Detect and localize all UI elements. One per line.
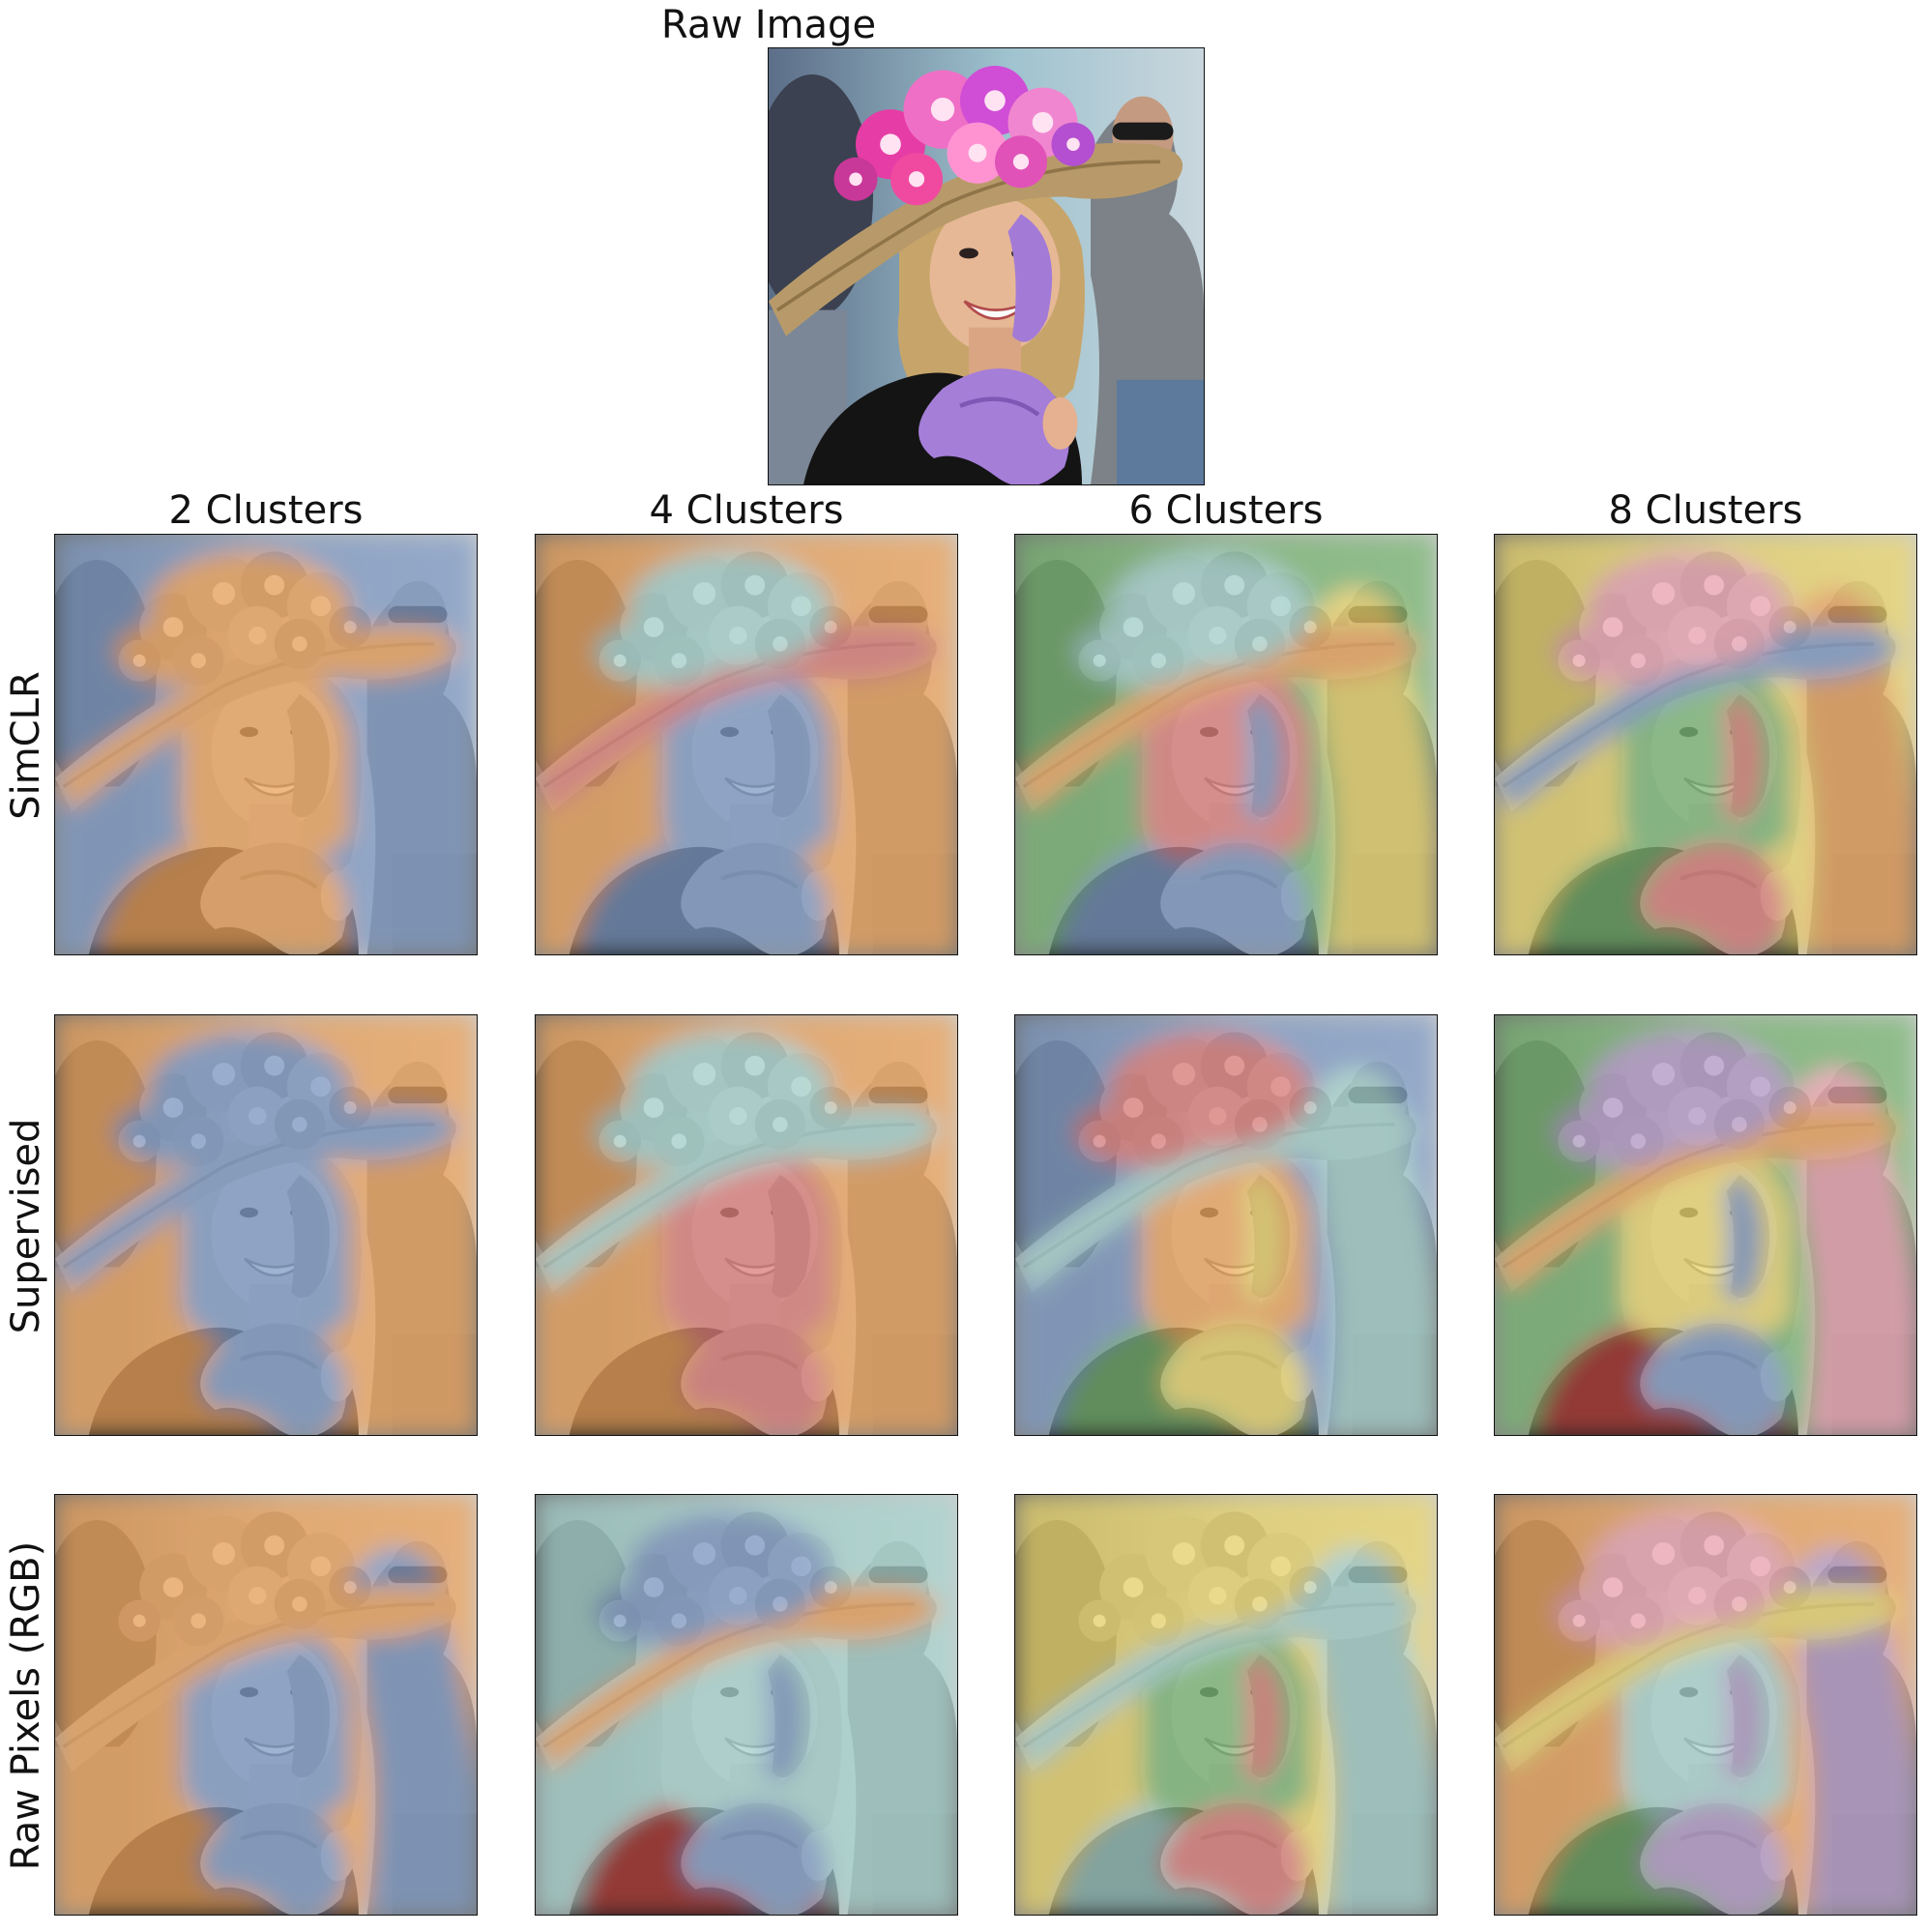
- cluster-region-flowers: [1074, 1578, 1210, 1647]
- row-label-supervised: Supervised: [4, 1118, 48, 1334]
- segmentation-panel-supervised-2-clusters: [54, 1014, 478, 1436]
- segmentation-panel-supervised-8-clusters: [1494, 1014, 1917, 1436]
- segmentation-overlay: [55, 535, 477, 954]
- cluster-region-bow: [1722, 1174, 1763, 1303]
- cluster-region-bow: [763, 1174, 803, 1303]
- cluster-region-hat: [536, 626, 937, 812]
- cluster-region-bow: [681, 1323, 828, 1435]
- cluster-region-flowers: [114, 618, 249, 687]
- raw-image-panel: [768, 47, 1205, 485]
- cluster-region-bow: [200, 1323, 347, 1435]
- cluster-region-hat: [1015, 1106, 1416, 1293]
- segmentation-panel-simclr-4-clusters: [535, 534, 958, 955]
- cluster-region-flowers: [595, 1098, 730, 1167]
- cluster-region-flowers: [1074, 1098, 1210, 1167]
- segmentation-overlay: [536, 535, 957, 954]
- cluster-region-flowers: [114, 1098, 249, 1167]
- cluster-region-hat: [1495, 1106, 1896, 1293]
- cluster-region-bow: [681, 842, 828, 954]
- segmentation-overlay: [1495, 1015, 1916, 1435]
- segmentation-panel-supervised-4-clusters: [535, 1014, 958, 1436]
- row-label-raw-pixels: Raw Pixels (RGB): [4, 1540, 48, 1871]
- cluster-region-flowers: [1074, 618, 1210, 687]
- segmentation-overlay: [55, 1015, 477, 1435]
- cluster-region-bow: [282, 693, 323, 823]
- cluster-region-bow: [1160, 1802, 1307, 1915]
- cluster-region-flowers: [114, 1578, 249, 1647]
- segmentation-panel-supervised-6-clusters: [1014, 1014, 1438, 1436]
- segmentation-overlay: [1015, 1495, 1437, 1915]
- cluster-region-bow: [200, 1802, 347, 1915]
- cluster-region-hat: [536, 1106, 937, 1293]
- cluster-region-hat: [1015, 1586, 1416, 1772]
- cluster-region-bow: [1640, 1323, 1787, 1435]
- cluster-region-hat: [1495, 626, 1896, 812]
- cluster-region-bow: [282, 1654, 323, 1783]
- column-title-6-clusters: 6 Clusters: [1128, 488, 1324, 533]
- cluster-region-flowers: [1554, 1578, 1689, 1647]
- cluster-region-bow: [763, 693, 803, 823]
- segmentation-panel-raw-pixels-8-clusters: [1494, 1494, 1917, 1916]
- segmentation-overlay: [536, 1015, 957, 1435]
- column-title-2-clusters: 2 Clusters: [168, 488, 364, 533]
- cluster-region-bow: [200, 842, 347, 954]
- cluster-region-bow: [282, 1174, 323, 1303]
- segmentation-overlay: [1015, 535, 1437, 954]
- cluster-region-bow: [1242, 693, 1283, 823]
- segmentation-panel-simclr-2-clusters: [54, 534, 478, 955]
- cluster-region-bow: [681, 1802, 828, 1915]
- row-label-simclr: SimCLR: [4, 671, 48, 820]
- segmentation-panel-raw-pixels-2-clusters: [54, 1494, 478, 1916]
- segmentation-panel-raw-pixels-6-clusters: [1014, 1494, 1438, 1916]
- segmentation-overlay: [536, 1495, 957, 1915]
- segmentation-overlay: [1495, 535, 1916, 954]
- cluster-region-hat: [55, 1586, 456, 1772]
- cluster-region-hat: [55, 626, 456, 812]
- cluster-region-hat: [55, 1106, 456, 1293]
- cluster-region-hat: [1015, 626, 1416, 812]
- cluster-region-bow: [1160, 1323, 1307, 1435]
- cluster-region-flowers: [1554, 1098, 1689, 1167]
- cluster-region-flowers: [595, 618, 730, 687]
- segmentation-overlay: [55, 1495, 477, 1915]
- segmentation-panel-raw-pixels-4-clusters: [535, 1494, 958, 1916]
- column-title-4-clusters: 4 Clusters: [649, 488, 844, 533]
- cluster-region-bow: [1722, 1654, 1763, 1783]
- cluster-region-flowers: [595, 1578, 730, 1647]
- cluster-region-hat: [536, 1586, 937, 1772]
- cluster-region-bow: [1242, 1174, 1283, 1303]
- cluster-region-bow: [1160, 842, 1307, 954]
- cluster-region-bow: [1640, 842, 1787, 954]
- cluster-region-flowers: [1554, 618, 1689, 687]
- cluster-region-bow: [1640, 1802, 1787, 1915]
- segmentation-panel-simclr-6-clusters: [1014, 534, 1438, 955]
- segmentation-panel-simclr-8-clusters: [1494, 534, 1917, 955]
- cluster-region-bow: [1242, 1654, 1283, 1783]
- cluster-region-bow: [763, 1654, 803, 1783]
- cluster-region-bow: [1722, 693, 1763, 823]
- raw-image: [769, 48, 1204, 484]
- raw-image-title: Raw Image: [660, 3, 877, 47]
- segmentation-overlay: [1015, 1015, 1437, 1435]
- segmentation-overlay: [1495, 1495, 1916, 1915]
- cluster-region-hat: [1495, 1586, 1896, 1772]
- column-title-8-clusters: 8 Clusters: [1608, 488, 1803, 533]
